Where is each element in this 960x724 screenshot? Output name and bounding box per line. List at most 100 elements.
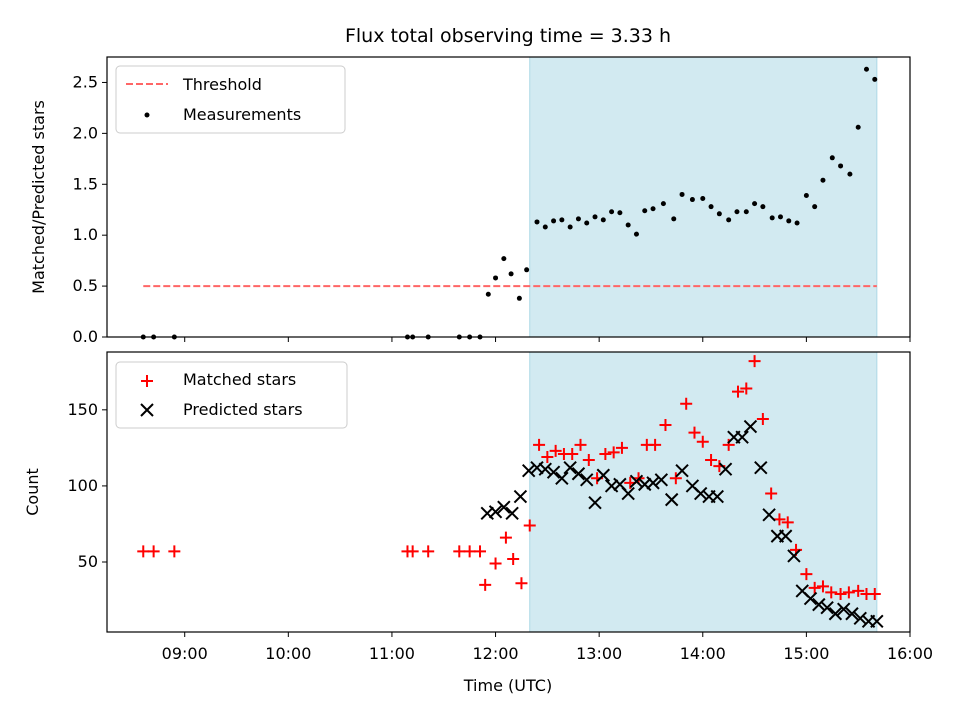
x-tick-label: 12:00 [472,644,518,663]
measurement-point [716,211,722,217]
top-panel: 0.0 0.5 1.0 1.5 2.0 2.5 Matched/Predicted sta… [29,56,911,346]
matched-point [515,577,528,590]
measurement-point [689,197,695,203]
top-y-axis-label: Matched/Predicted stars [29,100,48,294]
measurement-point [524,267,530,273]
predicted-point [546,465,561,479]
measurement-point [679,191,685,197]
predicted-legend-swatch [140,403,154,417]
matched-point [541,451,554,463]
matched-point [722,438,735,451]
measurement-series [140,66,878,340]
matched-point [705,454,718,467]
measurement-point [820,177,826,183]
x-tick-label: 11:00 [369,644,415,663]
matched-point [868,587,881,600]
matched-point [756,412,769,425]
predicted-point [664,492,679,507]
measurement-point [855,124,861,130]
predicted-point [710,489,724,504]
measurement-point [551,218,557,224]
measurement-point [617,210,623,216]
top-y-tick-label: 0.0 [73,327,98,346]
bottom-y-tick-label: 100 [67,476,98,495]
bottom-y-tick-label: 50 [78,552,98,571]
matched-point [406,545,419,558]
measurement-point [872,76,878,82]
predicted-point [820,600,834,615]
measurement-point [534,219,540,225]
predicted-point [735,430,749,444]
measurement-point [485,291,491,297]
predicted-point [803,591,818,606]
top-y-tick-label: 1.0 [73,225,98,244]
measurement-point [633,231,639,237]
predicted-point [621,486,635,501]
measurement-point [660,201,666,207]
measurement-point [760,204,766,210]
x-tick-label: 09:00 [162,644,208,663]
measurement-point [508,271,514,277]
measurement-point [642,208,648,214]
predicted-point [538,462,552,476]
matched-point [669,472,682,485]
matched-point [834,587,847,600]
measurement-point [863,66,869,72]
measurement-point [812,204,818,210]
matched-point [781,516,794,529]
matched-point [688,426,701,439]
bottom-panel: 50 100 150 09:00 10:00 11:00 12:00 13:00 14:00 1… [23,351,933,695]
top-y-tick-label: 0.5 [73,276,98,295]
predicted-point [675,463,689,478]
top-y-tick-label: 1.5 [73,174,98,193]
top-legend-box [115,65,346,134]
matched-point [137,545,150,558]
matched-point [800,568,813,581]
predicted-point [853,611,867,626]
matched-point [680,397,693,410]
measurement-point [609,209,615,215]
bottom-legend-box [115,361,348,429]
measurement-point [847,171,853,177]
predicted-point [505,506,519,521]
measurement-point [592,214,598,220]
matched-point [168,545,181,558]
matched-legend-swatch [141,375,153,387]
predicted-point [571,467,586,481]
matched-point [852,584,865,597]
predicted-point [845,607,859,621]
measurement-point [829,155,835,161]
measurement-point [786,218,792,224]
measurement-point [743,209,749,215]
matched-point [732,385,745,398]
matched-point [773,513,786,526]
predicted-point [629,474,644,489]
predicted-point [836,602,851,616]
predicted-point [488,505,503,519]
matched-point [659,419,672,432]
matched-series [137,355,881,600]
measurement-point [708,204,714,210]
predicted-point [588,495,602,510]
matched-point [147,545,160,558]
predicted-point [870,614,884,629]
matched-point [696,435,709,448]
matched-point [422,545,435,558]
measurement-point [838,163,844,169]
measurement-point [584,220,590,226]
bottom-y-tick-label: 150 [67,400,98,419]
predicted-series [480,419,884,629]
measurement-point [700,196,706,202]
matched-point [607,446,620,459]
predicted-point [555,471,569,486]
matched-point [808,581,821,594]
measurement-legend-swatch [144,112,150,118]
predicted-point [762,508,776,522]
matched-point [523,519,536,532]
bottom-legend: Matched stars Predicted stars [115,361,348,429]
matched-point [765,487,778,500]
bottom-y-axis-label: Count [23,468,42,516]
top-y-tick-label: 2.5 [73,72,98,91]
measurement-point [752,201,758,207]
